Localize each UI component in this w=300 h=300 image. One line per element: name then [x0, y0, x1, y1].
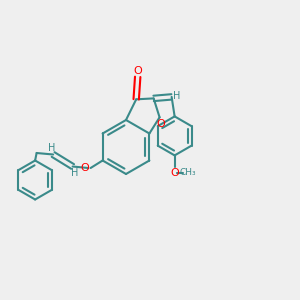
- Text: H: H: [48, 143, 56, 153]
- Text: H: H: [173, 91, 181, 101]
- Text: O: O: [81, 163, 90, 173]
- Text: O: O: [133, 66, 142, 76]
- Text: O: O: [170, 168, 179, 178]
- Text: O: O: [157, 119, 166, 129]
- Text: CH₃: CH₃: [180, 168, 196, 177]
- Text: H: H: [71, 168, 79, 178]
